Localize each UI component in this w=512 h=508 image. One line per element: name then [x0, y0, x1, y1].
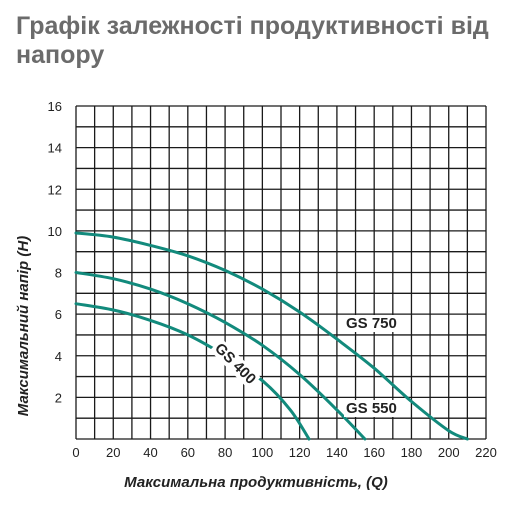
y-axis-label: Максимальний напір (H) [15, 236, 32, 416]
y-tick-label: 10 [48, 224, 62, 239]
x-tick-label: 20 [106, 445, 120, 460]
x-tick-label: 160 [363, 445, 385, 460]
grid [75, 105, 487, 440]
y-tick-label: 14 [48, 141, 62, 156]
series-label-background [344, 400, 399, 417]
x-tick-label: 60 [181, 445, 195, 460]
y-tick-label: 8 [55, 266, 62, 281]
series-label-gs-400: GS 400 [211, 340, 259, 388]
series-label-gs-750: GS 750 [346, 315, 397, 332]
x-tick-label: 40 [143, 445, 157, 460]
series-label-background [209, 338, 261, 390]
series-line-gs-550 [74, 271, 367, 441]
series-curves [74, 231, 469, 441]
y-tick-label: 2 [55, 390, 62, 405]
x-tick-label: 100 [252, 445, 274, 460]
x-tick-labels: 0 20 40 60 80 100 120 140 160 180 200 220 [72, 445, 496, 460]
x-axis-label: Максимальна продуктивність, (Q) [124, 474, 388, 491]
y-tick-label: 4 [55, 349, 62, 364]
series-line-gs-400 [74, 302, 311, 441]
x-tick-label: 200 [438, 445, 460, 460]
y-tick-label: 12 [48, 182, 62, 197]
chart-title: Графік залежності продуктивності від нап… [16, 12, 489, 69]
y-tick-label: 16 [48, 99, 62, 114]
x-tick-label: 0 [72, 445, 79, 460]
y-tick-labels: 2 4 6 8 10 12 14 16 [48, 99, 62, 405]
y-tick-label: 6 [55, 307, 62, 322]
x-tick-label: 220 [475, 445, 497, 460]
x-tick-label: 120 [289, 445, 311, 460]
x-tick-label: 80 [218, 445, 232, 460]
x-tick-label: 140 [326, 445, 348, 460]
series-label-background [344, 315, 399, 332]
series-label-gs-550: GS 550 [346, 400, 397, 417]
x-tick-label: 180 [401, 445, 423, 460]
series-line-gs-750 [74, 231, 469, 441]
